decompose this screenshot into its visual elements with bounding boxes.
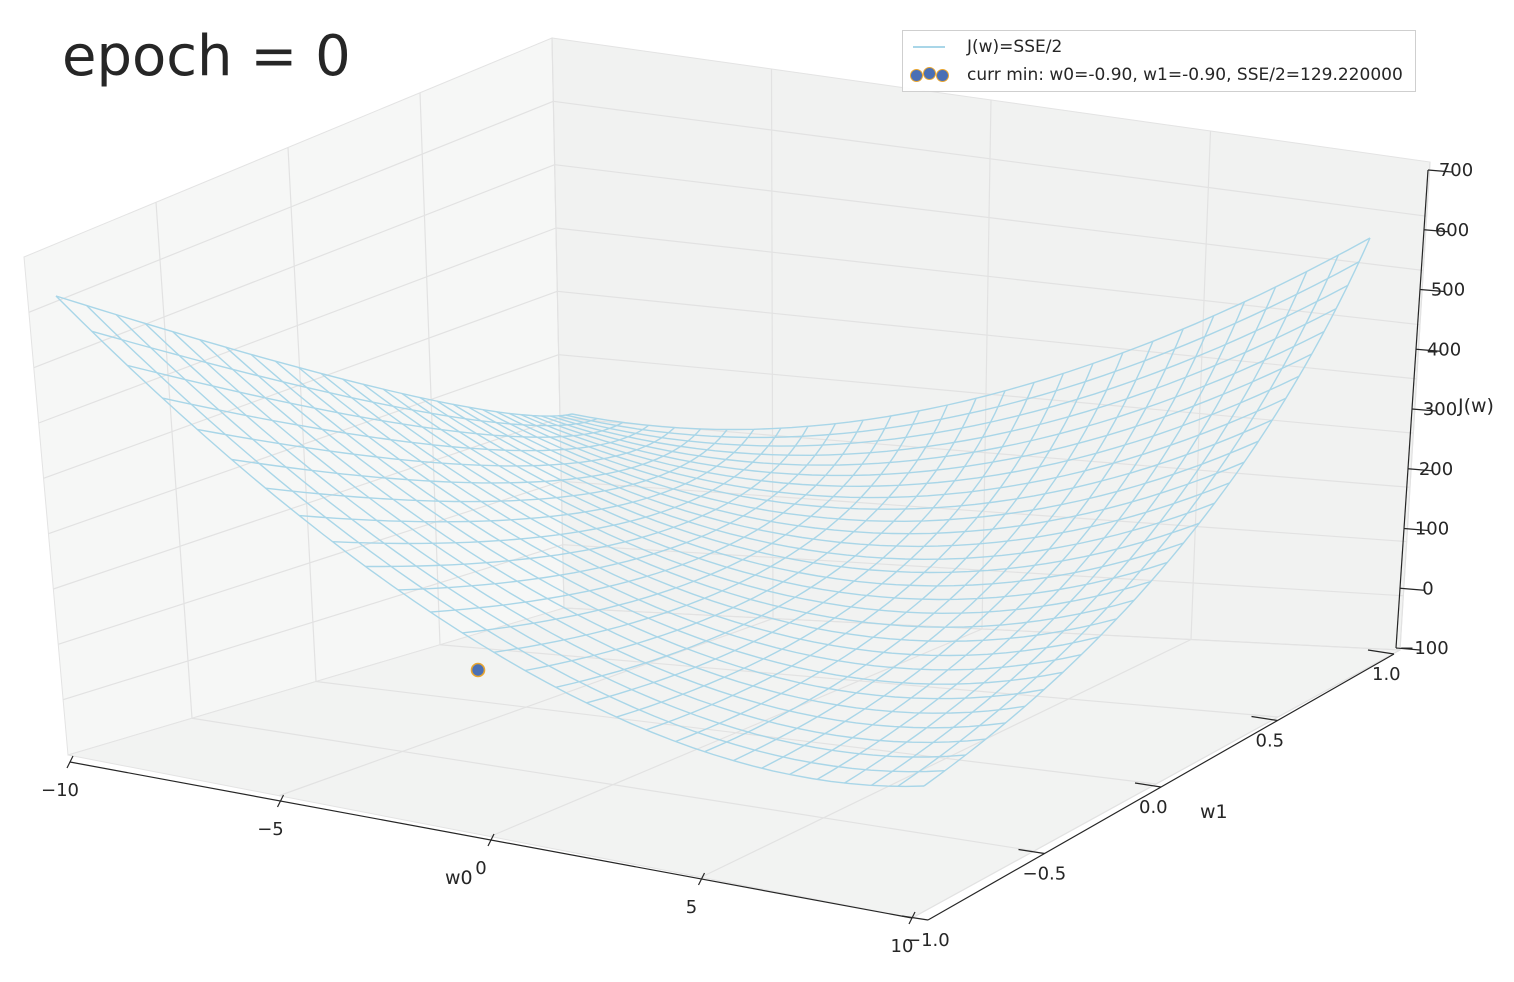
mesh-line-w0-14 [524, 404, 949, 672]
mesh-line-w0-0 [55, 295, 573, 417]
x-axis-label: w0 [445, 867, 473, 889]
mesh-line-w0-6 [265, 429, 728, 503]
mesh-line-w0-12 [462, 415, 892, 634]
floor-grid-y-2 [315, 680, 1157, 785]
jw-tick-7 [1423, 229, 1449, 233]
mesh-line-w0-7 [299, 428, 755, 523]
w1-tick-label-2: 0.0 [1139, 797, 1168, 818]
mesh-line-w0-5 [231, 428, 702, 484]
mesh-line-w0-16 [586, 390, 1006, 704]
mesh-line-w0-3 [162, 397, 649, 452]
jw-tick-6 [1419, 288, 1445, 293]
w0-tick-1 [276, 794, 285, 808]
mesh-line-w0-25 [844, 286, 1277, 784]
jw-tick-label-0: −100 [1399, 638, 1448, 659]
jw-tick-label-2: 100 [1415, 519, 1449, 540]
w1-tick-label-4: 1.0 [1372, 664, 1401, 685]
chart-title: epoch = 0 [62, 24, 351, 89]
mesh-line-w0-11 [430, 419, 864, 613]
jw-tick-label-8: 700 [1439, 160, 1473, 181]
current-min-point [470, 662, 486, 678]
z-axis-label: J(w) [1457, 395, 1494, 417]
right-wall-grid-y-3 [1190, 130, 1212, 640]
w0-tick-label-1: −5 [257, 819, 284, 840]
mesh-line-w0-22 [761, 328, 1184, 769]
jw-tick-2 [1403, 527, 1429, 532]
jw-tick-label-4: 300 [1423, 399, 1457, 420]
mesh-line-w0-10 [398, 423, 837, 591]
w0-tick-label-3: 5 [686, 897, 697, 918]
mesh-line-w0-9 [365, 426, 809, 568]
w0-tick-0 [66, 755, 74, 769]
y-axis-label: w1 [1200, 801, 1228, 823]
w1-tick-2 [1134, 782, 1162, 788]
legend-dot-swatch-2 [923, 67, 936, 80]
surface-mesh [55, 237, 1371, 788]
mesh-line-w0-20 [704, 352, 1124, 753]
w1-tick-label-1: −0.5 [1023, 864, 1067, 885]
floor-grid-y-3 [439, 644, 1279, 718]
mesh-line-w0-23 [789, 315, 1215, 776]
mesh-line-w0-8 [332, 427, 782, 545]
mesh-line-w0-15 [555, 398, 977, 688]
w1-tick-4 [1367, 649, 1395, 655]
w1-tick-label-0: −1.0 [906, 930, 950, 951]
jw-tick-5 [1415, 348, 1441, 352]
mesh-line-w0-19 [675, 363, 1094, 743]
jw-tick-8 [1427, 169, 1453, 173]
w0-tick-label-2: 0 [475, 858, 486, 879]
left-wall-grid-x-1 [155, 202, 193, 719]
right-wall-grid-y-4 [1399, 161, 1431, 651]
jw-tick-4 [1411, 408, 1437, 412]
w1-tick-1 [1018, 848, 1045, 855]
mesh-line-w0-21 [732, 341, 1154, 762]
jw-tick-label-3: 200 [1419, 459, 1453, 480]
mesh-line-w0-27 [897, 254, 1339, 787]
right-wall-grid-y-2 [981, 99, 992, 630]
legend-line-swatch [913, 46, 945, 48]
mesh-line-w0-2 [127, 364, 624, 438]
w0-tick-3 [697, 872, 706, 886]
left-wall-grid-x-4 [551, 37, 565, 609]
axes [66, 169, 1453, 925]
jw-tick-1 [1399, 587, 1425, 591]
legend-label-curr-min: curr min: w0=-0.90, w1=-0.90, SSE/2=129.… [967, 65, 1403, 85]
mesh-line-w0-18 [645, 373, 1065, 731]
jw-tick-label-1: 0 [1422, 578, 1433, 599]
gridlines [28, 37, 1431, 919]
left-wall-grid-x-3 [419, 92, 441, 645]
floor-grid-x-3 [700, 638, 1192, 878]
w1-tick-0 [901, 915, 929, 921]
w0-tick-2 [487, 833, 495, 847]
jw-tick-label-7: 600 [1435, 220, 1469, 241]
jw-tick-label-5: 400 [1427, 339, 1461, 360]
mesh-line-w0-28 [923, 237, 1371, 787]
mesh-line-w0-17 [616, 382, 1035, 718]
w1-tick-label-3: 0.5 [1256, 731, 1285, 752]
mesh-line-w0-4 [196, 427, 675, 467]
mesh-line-w0-1 [91, 330, 598, 427]
jw-tick-0 [1395, 647, 1421, 651]
legend-label-surface: J(w)=SSE/2 [967, 37, 1063, 57]
w1-tick-3 [1251, 715, 1278, 722]
jw-tick-3 [1407, 468, 1433, 472]
jw-tick-label-6: 500 [1431, 280, 1465, 301]
legend-dot-swatch-1 [910, 69, 923, 82]
right-wall-grid-y-1 [770, 68, 774, 619]
w0-tick-label-0: −10 [41, 780, 79, 801]
mesh-line-w0-24 [816, 301, 1246, 781]
mesh-line-w0-13 [493, 410, 920, 653]
left-wall-grid-x-2 [287, 147, 317, 682]
mesh-line-w0-26 [870, 271, 1308, 786]
tick-labels: −10 −5 0 5 10−1.0 −0.5 0.0 0.5 1.0 −100 0 100 200 300… [41, 160, 1473, 957]
floor-grid-x-4 [911, 649, 1401, 919]
w0-tick-label-4: 10 [891, 936, 914, 957]
legend: J(w)=SSE/2 curr min: w0=-0.90, w1=-0.90,… [902, 30, 1416, 92]
legend-dot-swatch-3 [936, 69, 949, 82]
